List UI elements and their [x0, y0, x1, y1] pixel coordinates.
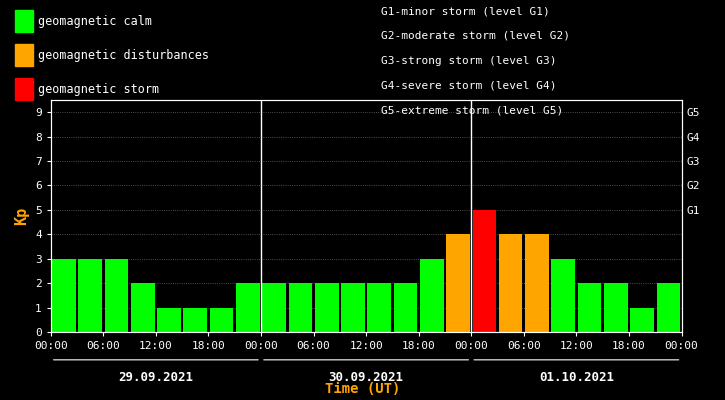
- Text: 30.09.2021: 30.09.2021: [328, 371, 404, 384]
- Bar: [78, 259, 102, 332]
- Bar: [657, 283, 680, 332]
- Text: G2-moderate storm (level G2): G2-moderate storm (level G2): [381, 31, 570, 41]
- Text: geomagnetic disturbances: geomagnetic disturbances: [38, 48, 210, 62]
- Text: G5-extreme storm (level G5): G5-extreme storm (level G5): [381, 105, 563, 115]
- Bar: [236, 283, 260, 332]
- Bar: [315, 283, 339, 332]
- Text: 29.09.2021: 29.09.2021: [118, 371, 194, 384]
- Text: G1-minor storm (level G1): G1-minor storm (level G1): [381, 6, 550, 16]
- Text: Time (UT): Time (UT): [325, 382, 400, 396]
- Bar: [157, 308, 181, 332]
- Bar: [52, 259, 75, 332]
- Bar: [183, 308, 207, 332]
- Bar: [341, 283, 365, 332]
- Bar: [473, 210, 496, 332]
- Bar: [447, 234, 470, 332]
- Bar: [104, 259, 128, 332]
- Text: G4-severe storm (level G4): G4-severe storm (level G4): [381, 80, 556, 90]
- Text: G3-strong storm (level G3): G3-strong storm (level G3): [381, 56, 556, 66]
- Bar: [131, 283, 154, 332]
- Bar: [552, 259, 575, 332]
- Bar: [289, 283, 312, 332]
- Bar: [499, 234, 523, 332]
- Text: 01.10.2021: 01.10.2021: [539, 371, 614, 384]
- Bar: [210, 308, 233, 332]
- Bar: [578, 283, 601, 332]
- Text: geomagnetic calm: geomagnetic calm: [38, 14, 152, 28]
- Bar: [394, 283, 418, 332]
- Bar: [262, 283, 286, 332]
- Bar: [525, 234, 549, 332]
- Y-axis label: Kp: Kp: [14, 207, 30, 225]
- Bar: [420, 259, 444, 332]
- Bar: [604, 283, 628, 332]
- Bar: [630, 308, 654, 332]
- Text: geomagnetic storm: geomagnetic storm: [38, 82, 160, 96]
- Bar: [368, 283, 391, 332]
